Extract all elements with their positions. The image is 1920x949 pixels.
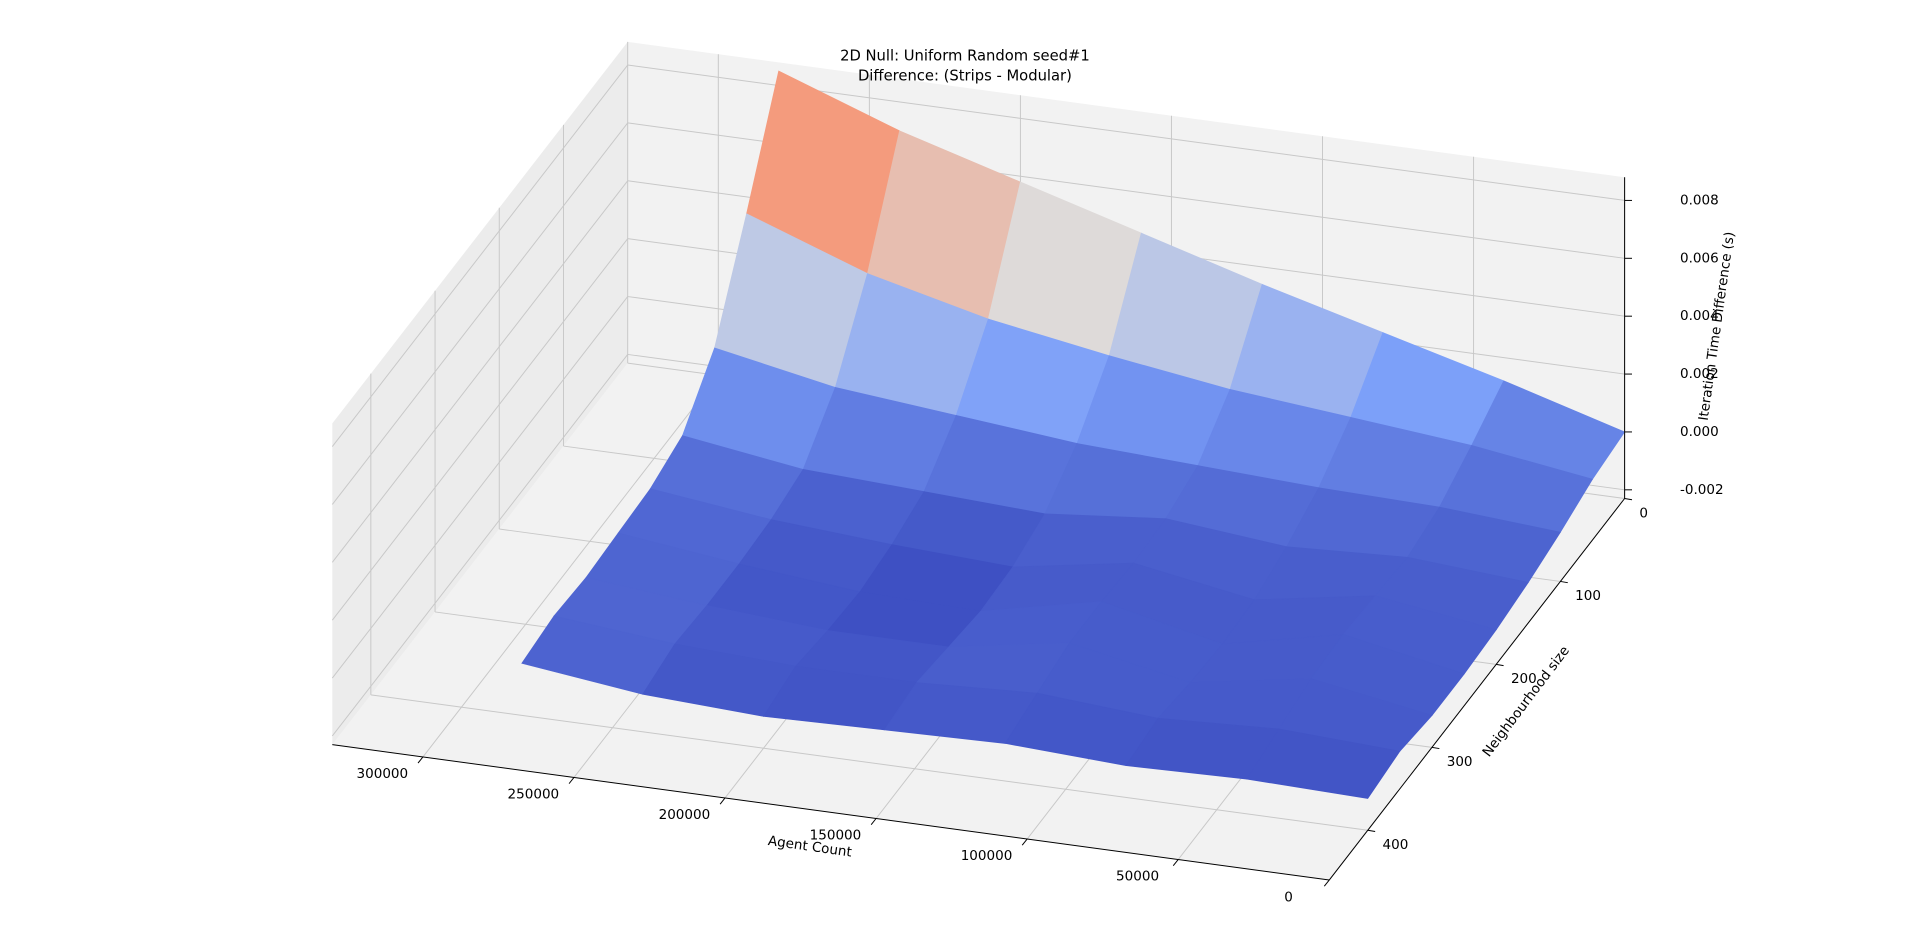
y-tick <box>1560 580 1568 584</box>
z-tick-label: 0.000 <box>1680 424 1719 440</box>
grid-line <box>331 354 629 737</box>
x-tick-label: 200000 <box>659 807 711 823</box>
x-tick-label: 0 <box>1284 889 1293 905</box>
x-tick <box>870 818 877 825</box>
surface-cell <box>1246 728 1401 799</box>
grid-line <box>370 694 1368 831</box>
x-tick <box>417 756 424 764</box>
chart-title: 2D Null: Uniform Random seed#1 <box>840 48 1090 65</box>
y-tick-label: 300 <box>1447 754 1473 770</box>
x-tick <box>719 797 726 805</box>
axis-line <box>332 744 1330 881</box>
x-tick <box>1323 879 1330 887</box>
x-tick-label: 50000 <box>1116 869 1159 885</box>
y-tick-label: 0 <box>1639 505 1648 521</box>
y-tick <box>1624 498 1633 501</box>
y-tick-label: 200 <box>1511 671 1537 687</box>
grid-line <box>422 375 719 758</box>
z-tick-label: -0.002 <box>1680 482 1724 498</box>
x-tick <box>568 777 575 784</box>
z-tick-label: 0.004 <box>1680 308 1719 324</box>
grid-line <box>331 180 629 563</box>
grid-line <box>331 122 629 505</box>
grid-line <box>331 238 629 621</box>
z-tick-label: 0.002 <box>1680 366 1719 382</box>
ticks: 0 50000 100000 150000 200000 250000 300000 0 100… <box>332 177 1724 905</box>
surface <box>521 70 1626 799</box>
grid-line <box>331 64 629 447</box>
y-tick <box>1496 663 1504 667</box>
x-tick <box>1021 838 1028 846</box>
z-tick-label: 0.006 <box>1680 250 1719 266</box>
x-tick-label: 250000 <box>508 787 560 803</box>
x-tick-label: 300000 <box>357 766 409 782</box>
axis-line <box>1328 498 1626 881</box>
y-tick-label: 400 <box>1383 837 1409 853</box>
grid-line <box>331 296 629 679</box>
x-tick <box>1172 859 1179 866</box>
y-tick <box>1431 746 1440 750</box>
y-tick-label: 100 <box>1575 588 1601 604</box>
x-tick-label: 150000 <box>810 828 862 844</box>
y-tick <box>1367 829 1376 832</box>
x-tick-label: 100000 <box>961 848 1013 864</box>
z-tick-label: 0.008 <box>1680 192 1719 208</box>
chart-subtitle: Difference: (Strips - Modular) <box>858 67 1072 84</box>
